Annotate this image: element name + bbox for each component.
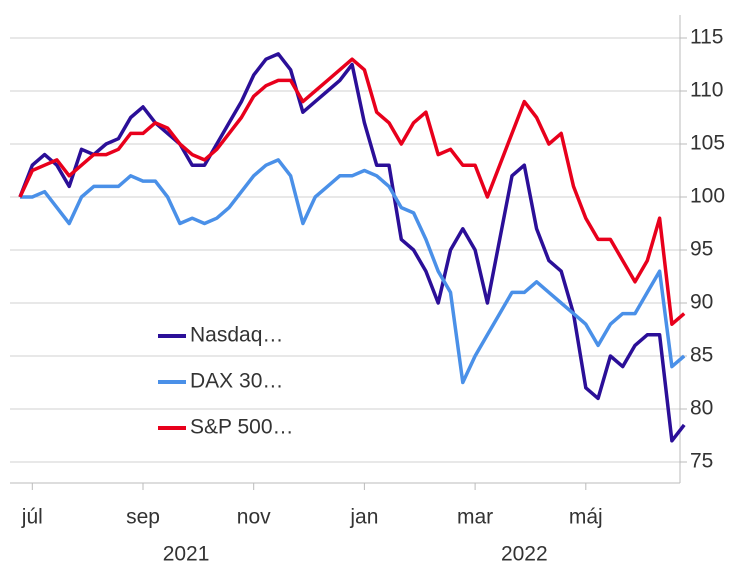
x-tick-label: jan [349, 506, 378, 529]
y-tick-label: 80 [690, 397, 713, 420]
x-tick-label: júl [21, 506, 43, 529]
legend-label: Nasdaq… [190, 324, 283, 347]
y-tick-label: 85 [690, 344, 713, 367]
x-tick-label: nov [237, 506, 271, 529]
y-tick-label: 115 [690, 26, 723, 49]
y-tick-label: 100 [690, 185, 725, 208]
y-tick-label: 95 [690, 238, 713, 261]
series-line [18, 52, 686, 443]
x-tick-label: mar [457, 506, 493, 529]
year-label: 2021 [163, 543, 210, 566]
y-tick-label: 90 [690, 291, 713, 314]
series-line [18, 57, 686, 326]
x-tick-label: sep [126, 506, 160, 529]
legend-label: DAX 30… [190, 370, 283, 393]
series-line [20, 158, 686, 385]
legend-label: S&P 500… [190, 416, 294, 439]
x-tick-label: máj [569, 506, 603, 529]
y-tick-label: 105 [690, 132, 725, 155]
y-tick-label: 75 [690, 450, 713, 473]
year-label: 2022 [501, 543, 548, 566]
y-tick-label: 110 [690, 79, 723, 102]
